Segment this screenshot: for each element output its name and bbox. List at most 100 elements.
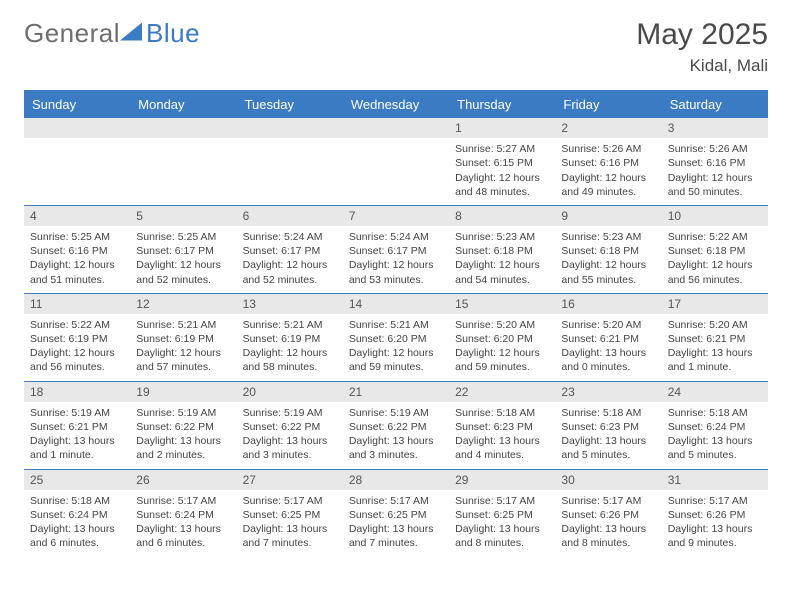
calendar-cell: 22Sunrise: 5:18 AMSunset: 6:23 PMDayligh… xyxy=(449,381,555,469)
logo-text-2: Blue xyxy=(146,18,200,49)
day-body xyxy=(24,138,130,148)
day-line: Daylight: 13 hours and 5 minutes. xyxy=(561,434,655,462)
calendar-cell: 13Sunrise: 5:21 AMSunset: 6:19 PMDayligh… xyxy=(237,293,343,381)
day-line: Daylight: 13 hours and 6 minutes. xyxy=(30,522,124,550)
day-number: 4 xyxy=(24,206,130,226)
logo: General Blue xyxy=(24,18,200,49)
calendar-week-row: 1Sunrise: 5:27 AMSunset: 6:15 PMDaylight… xyxy=(24,118,768,206)
day-number: 15 xyxy=(449,294,555,314)
day-number: 8 xyxy=(449,206,555,226)
calendar-cell: 5Sunrise: 5:25 AMSunset: 6:17 PMDaylight… xyxy=(130,205,236,293)
day-line: Daylight: 12 hours and 50 minutes. xyxy=(668,171,762,199)
calendar-cell: 6 Sunrise: 5:24 AMSunset: 6:17 PMDaylight… xyxy=(237,205,343,293)
day-line: Sunset: 6:16 PM xyxy=(668,156,762,170)
month-title: May 2025 xyxy=(636,18,768,52)
day-line: Daylight: 12 hours and 51 minutes. xyxy=(30,258,124,286)
calendar-week-row: 4Sunrise: 5:25 AMSunset: 6:16 PMDaylight… xyxy=(24,205,768,293)
day-number: 23 xyxy=(555,382,661,402)
day-line: Sunset: 6:22 PM xyxy=(349,420,443,434)
day-body: Sunrise: 5:18 AMSunset: 6:23 PMDaylight:… xyxy=(555,402,661,469)
day-line: Daylight: 12 hours and 52 minutes. xyxy=(243,258,337,286)
day-number: 7 xyxy=(343,206,449,226)
day-line: Sunrise: 5:20 AM xyxy=(668,318,762,332)
day-number: 1 xyxy=(449,118,555,138)
day-body: Sunrise: 5:18 AMSunset: 6:24 PMDaylight:… xyxy=(24,490,130,557)
day-number: 31 xyxy=(662,470,768,490)
day-line: Sunset: 6:20 PM xyxy=(455,332,549,346)
day-line: Sunrise: 5:19 AM xyxy=(30,406,124,420)
calendar-cell: 7Sunrise: 5:24 AMSunset: 6:17 PMDaylight… xyxy=(343,205,449,293)
day-line: Sunset: 6:21 PM xyxy=(561,332,655,346)
day-line: Sunrise: 5:26 AM xyxy=(668,142,762,156)
day-line: Sunset: 6:21 PM xyxy=(668,332,762,346)
calendar-cell: 4Sunrise: 5:25 AMSunset: 6:16 PMDaylight… xyxy=(24,205,130,293)
day-line: Sunset: 6:24 PM xyxy=(136,508,230,522)
calendar-cell: 31Sunrise: 5:17 AMSunset: 6:26 PMDayligh… xyxy=(662,469,768,556)
day-number: 6 xyxy=(237,206,343,226)
day-number: 2 xyxy=(555,118,661,138)
day-body: Sunrise: 5:20 AMSunset: 6:21 PMDaylight:… xyxy=(662,314,768,381)
day-line: Daylight: 13 hours and 1 minute. xyxy=(668,346,762,374)
day-line: Daylight: 13 hours and 8 minutes. xyxy=(561,522,655,550)
day-number: 18 xyxy=(24,382,130,402)
day-number: 19 xyxy=(130,382,236,402)
day-body xyxy=(237,138,343,148)
weekday-header: Friday xyxy=(555,91,661,118)
day-number xyxy=(237,118,343,138)
day-line: Sunrise: 5:27 AM xyxy=(455,142,549,156)
day-number: 13 xyxy=(237,294,343,314)
calendar-week-row: 11Sunrise: 5:22 AMSunset: 6:19 PMDayligh… xyxy=(24,293,768,381)
day-number: 28 xyxy=(343,470,449,490)
day-line: Sunset: 6:26 PM xyxy=(561,508,655,522)
day-line: Sunset: 6:17 PM xyxy=(243,244,337,258)
day-line: Daylight: 13 hours and 3 minutes. xyxy=(349,434,443,462)
calendar-cell: 2Sunrise: 5:26 AMSunset: 6:16 PMDaylight… xyxy=(555,118,661,206)
calendar-cell: 8Sunrise: 5:23 AMSunset: 6:18 PMDaylight… xyxy=(449,205,555,293)
logo-triangle-icon xyxy=(120,23,142,41)
day-line: Sunset: 6:21 PM xyxy=(30,420,124,434)
day-line: Sunrise: 5:25 AM xyxy=(136,230,230,244)
calendar-cell xyxy=(24,118,130,206)
day-line: Daylight: 13 hours and 6 minutes. xyxy=(136,522,230,550)
location: Kidal, Mali xyxy=(636,56,768,76)
day-body: Sunrise: 5:20 AMSunset: 6:21 PMDaylight:… xyxy=(555,314,661,381)
day-line: Daylight: 13 hours and 7 minutes. xyxy=(349,522,443,550)
day-body: Sunrise: 5:26 AMSunset: 6:16 PMDaylight:… xyxy=(555,138,661,205)
day-line: Sunrise: 5:19 AM xyxy=(349,406,443,420)
day-line: Sunset: 6:22 PM xyxy=(243,420,337,434)
day-line: Sunrise: 5:17 AM xyxy=(349,494,443,508)
day-number: 10 xyxy=(662,206,768,226)
title-block: May 2025 Kidal, Mali xyxy=(636,18,768,76)
calendar-cell: 20Sunrise: 5:19 AMSunset: 6:22 PMDayligh… xyxy=(237,381,343,469)
day-line: Sunrise: 5:22 AM xyxy=(668,230,762,244)
day-body: Sunrise: 5:21 AMSunset: 6:19 PMDaylight:… xyxy=(237,314,343,381)
day-line: Sunrise: 5:17 AM xyxy=(668,494,762,508)
calendar-cell: 12Sunrise: 5:21 AMSunset: 6:19 PMDayligh… xyxy=(130,293,236,381)
calendar-cell: 23Sunrise: 5:18 AMSunset: 6:23 PMDayligh… xyxy=(555,381,661,469)
day-body: Sunrise: 5:19 AMSunset: 6:22 PMDaylight:… xyxy=(343,402,449,469)
day-line: Sunrise: 5:24 AM xyxy=(243,230,337,244)
day-number: 11 xyxy=(24,294,130,314)
day-body xyxy=(130,138,236,148)
day-line: Daylight: 12 hours and 52 minutes. xyxy=(136,258,230,286)
day-line: Sunrise: 5:20 AM xyxy=(561,318,655,332)
day-line: Daylight: 12 hours and 55 minutes. xyxy=(561,258,655,286)
day-line: Sunrise: 5:22 AM xyxy=(30,318,124,332)
calendar-cell: 18Sunrise: 5:19 AMSunset: 6:21 PMDayligh… xyxy=(24,381,130,469)
weekday-header: Sunday xyxy=(24,91,130,118)
weekday-header: Tuesday xyxy=(237,91,343,118)
calendar-cell: 29Sunrise: 5:17 AMSunset: 6:25 PMDayligh… xyxy=(449,469,555,556)
day-line: Sunset: 6:25 PM xyxy=(349,508,443,522)
day-line: Sunrise: 5:17 AM xyxy=(243,494,337,508)
day-body: Sunrise: 5:19 AMSunset: 6:21 PMDaylight:… xyxy=(24,402,130,469)
day-line: Sunset: 6:24 PM xyxy=(30,508,124,522)
day-body: Sunrise: 5:27 AMSunset: 6:15 PMDaylight:… xyxy=(449,138,555,205)
day-number: 27 xyxy=(237,470,343,490)
day-line: Sunset: 6:25 PM xyxy=(243,508,337,522)
calendar-cell: 16Sunrise: 5:20 AMSunset: 6:21 PMDayligh… xyxy=(555,293,661,381)
day-body: Sunrise: 5:17 AMSunset: 6:26 PMDaylight:… xyxy=(662,490,768,557)
day-line: Sunrise: 5:18 AM xyxy=(455,406,549,420)
day-number: 20 xyxy=(237,382,343,402)
day-line: Sunset: 6:25 PM xyxy=(455,508,549,522)
day-line: Sunrise: 5:23 AM xyxy=(455,230,549,244)
